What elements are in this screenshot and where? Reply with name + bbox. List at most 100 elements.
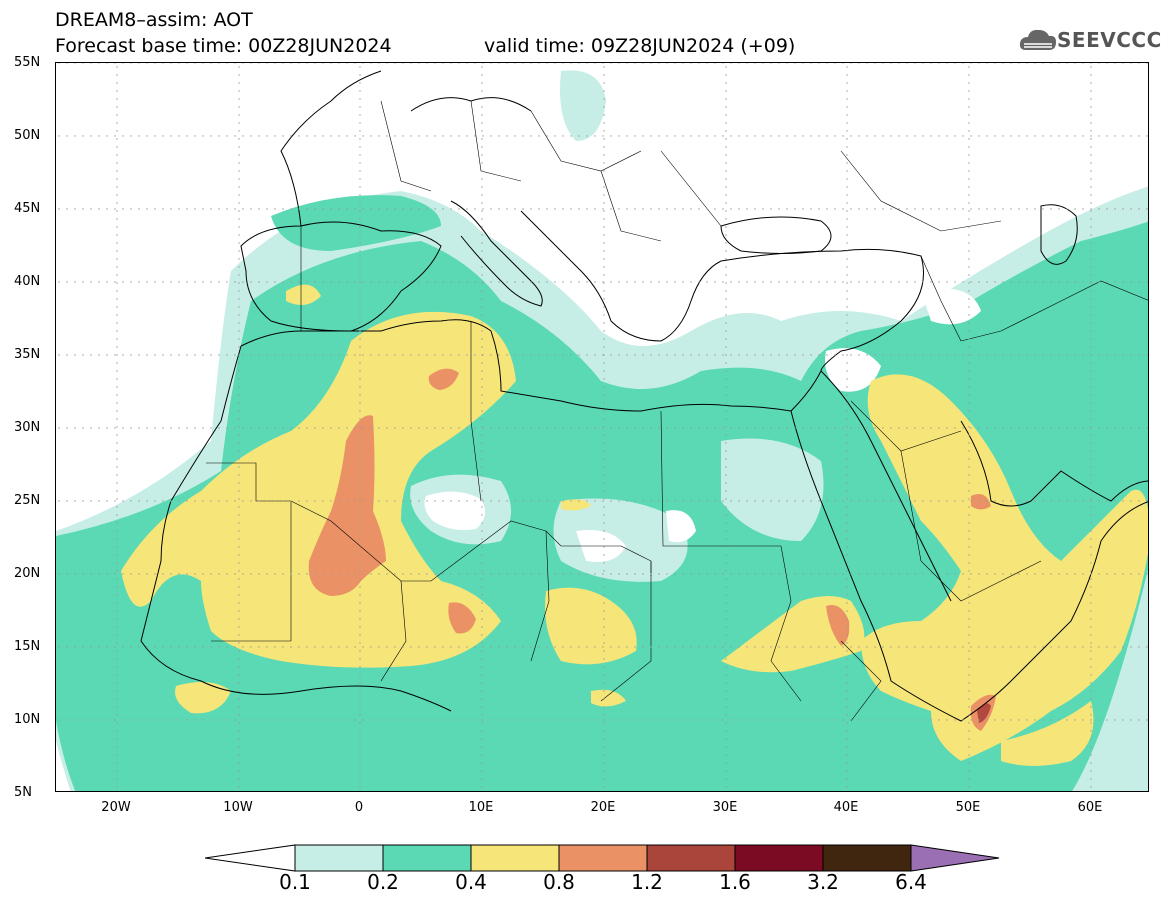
graticule-dot xyxy=(238,786,240,788)
graticule-dot xyxy=(610,427,612,429)
graticule-dot xyxy=(546,573,548,575)
graticule-dot xyxy=(258,208,260,210)
graticule-dot xyxy=(359,90,361,92)
graticule-dot xyxy=(746,63,748,64)
graticule-dot xyxy=(116,394,118,396)
graticule-dot xyxy=(1090,738,1092,740)
graticule-dot xyxy=(1018,427,1020,429)
graticule-dot xyxy=(770,500,772,502)
graticule-dot xyxy=(238,434,240,436)
graticule-dot xyxy=(481,202,483,204)
graticule-dot xyxy=(238,578,240,580)
graticule-dot xyxy=(306,427,308,429)
graticule-dot xyxy=(362,63,364,64)
graticule-dot xyxy=(738,500,740,502)
graticule-dot xyxy=(846,154,848,156)
graticule-dot xyxy=(722,281,724,283)
graticule-dot xyxy=(238,442,240,444)
graticule-dot xyxy=(725,114,727,116)
graticule-dot xyxy=(786,135,788,137)
graticule-dot xyxy=(610,573,612,575)
graticule-dot xyxy=(1090,114,1092,116)
graticule-dot xyxy=(514,500,516,502)
aot-region-light xyxy=(560,70,606,141)
aot-region-white xyxy=(424,491,485,530)
graticule-dot xyxy=(238,490,240,492)
graticule-dot xyxy=(481,658,483,660)
graticule-dot xyxy=(725,682,727,684)
graticule-dot xyxy=(850,719,852,721)
graticule-dot xyxy=(882,63,884,64)
graticule-dot xyxy=(810,135,812,137)
graticule-dot xyxy=(202,646,204,648)
graticule-dot xyxy=(442,281,444,283)
colorbar-min-arrow xyxy=(205,844,296,872)
graticule-dot xyxy=(1090,500,1092,502)
graticule-dot xyxy=(66,135,68,137)
graticule-dot xyxy=(746,208,748,210)
graticule-dot xyxy=(359,618,361,620)
graticule-dot xyxy=(770,719,772,721)
graticule-dot xyxy=(481,722,483,724)
graticule-dot xyxy=(1090,426,1092,428)
graticule-dot xyxy=(506,573,508,575)
aot-region-yellow xyxy=(545,587,637,665)
graticule-dot xyxy=(116,650,118,652)
graticule-dot xyxy=(330,208,332,210)
graticule-dot xyxy=(1090,362,1092,364)
graticule-dot xyxy=(846,114,848,116)
graticule-dot xyxy=(722,208,724,210)
graticule-dot xyxy=(314,63,316,64)
graticule-dot xyxy=(402,63,404,64)
graticule-dot xyxy=(359,114,361,116)
graticule-dot xyxy=(1090,202,1092,204)
graticule-dot xyxy=(826,354,828,356)
colorbar-segment xyxy=(646,844,736,872)
graticule-dot xyxy=(1090,674,1092,676)
graticule-dot xyxy=(530,208,532,210)
graticule-dot xyxy=(546,354,548,356)
aot-region-dark xyxy=(977,703,991,723)
graticule-dot xyxy=(98,63,100,64)
graticule-dot xyxy=(82,208,84,210)
graticule-dot xyxy=(786,646,788,648)
graticule-dot xyxy=(725,322,727,324)
lon-label: 50E xyxy=(955,800,981,815)
graticule-dot xyxy=(968,770,970,772)
graticule-dot xyxy=(603,642,605,644)
graticule-dot xyxy=(1114,500,1116,502)
graticule-dot xyxy=(238,402,240,404)
aot-region-yellow xyxy=(1001,701,1094,766)
graticule-dot xyxy=(481,114,483,116)
graticule-dot xyxy=(754,354,756,356)
graticule-dot xyxy=(725,402,727,404)
graticule-dot xyxy=(1026,63,1028,64)
graticule-dot xyxy=(994,573,996,575)
graticule-dot xyxy=(481,306,483,308)
graticule-dot xyxy=(481,154,483,156)
graticule-dot xyxy=(66,281,68,283)
graticule-dot xyxy=(1130,573,1132,575)
graticule-dot xyxy=(1074,500,1076,502)
graticule-dot xyxy=(116,466,118,468)
graticule-dot xyxy=(481,194,483,196)
graticule-dot xyxy=(874,354,876,356)
graticule-dot xyxy=(562,281,564,283)
graticule-dot xyxy=(238,98,240,100)
graticule-dot xyxy=(725,178,727,180)
graticule-dot xyxy=(554,135,556,137)
graticule-dot xyxy=(466,500,468,502)
graticule-dot xyxy=(846,514,848,516)
graticule-dot xyxy=(846,458,848,460)
graticule-dot xyxy=(434,135,436,137)
graticule-dot xyxy=(238,330,240,332)
graticule-dot xyxy=(481,738,483,740)
graticule-dot xyxy=(968,594,970,596)
graticule-dot xyxy=(846,498,848,500)
graticule-dot xyxy=(1050,281,1052,283)
graticule-dot xyxy=(714,427,716,429)
graticule-dot xyxy=(986,208,988,210)
graticule-dot xyxy=(58,208,60,210)
graticule-dot xyxy=(1066,646,1068,648)
graticule-dot xyxy=(962,63,964,64)
